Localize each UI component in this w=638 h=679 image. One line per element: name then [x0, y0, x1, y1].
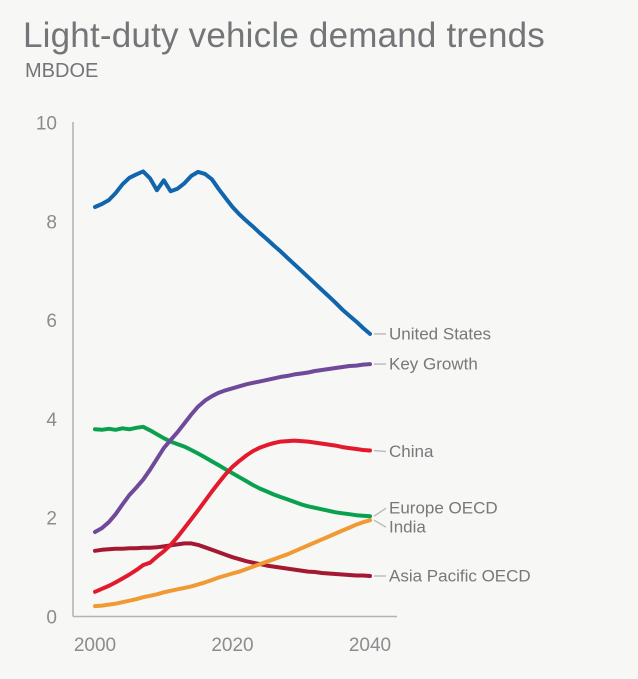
series-label-key-growth: Key Growth: [389, 355, 478, 374]
series-line-europe-oecd: [93, 424, 372, 519]
series-label-india: India: [389, 518, 426, 537]
series-label-united-states: United States: [389, 324, 491, 343]
series-label-europe-oecd: Europe OECD: [389, 499, 498, 518]
series-line-key-growth: [93, 362, 372, 534]
series-label-asia-pacific-oecd: Asia Pacific OECD: [389, 566, 531, 585]
series-label-china: China: [389, 442, 434, 461]
leader-line-europe-oecd: [373, 507, 387, 517]
series-line-asia-pacific-oecd: [93, 541, 372, 578]
x-tick-label-2040: 2040: [349, 635, 391, 656]
series-line-china: [93, 438, 372, 594]
chart-title: Light-duty vehicle demand trends: [23, 16, 545, 55]
leader-line-china: [373, 449, 387, 453]
y-tick-label-6: 6: [46, 311, 57, 332]
y-tick-label-2: 2: [46, 509, 57, 530]
x-tick-label-2000: 2000: [74, 635, 116, 656]
leader-line-india: [373, 519, 387, 528]
series-line-india: [93, 518, 372, 609]
chart-unit-label: MBDOE: [25, 60, 99, 82]
y-tick-label-0: 0: [46, 608, 57, 629]
series-line-united-states: [93, 169, 372, 336]
y-tick-label-8: 8: [46, 212, 57, 233]
x-tick-label-2020: 2020: [211, 635, 253, 656]
y-tick-label-4: 4: [46, 410, 57, 431]
y-tick-label-10: 10: [36, 114, 57, 135]
